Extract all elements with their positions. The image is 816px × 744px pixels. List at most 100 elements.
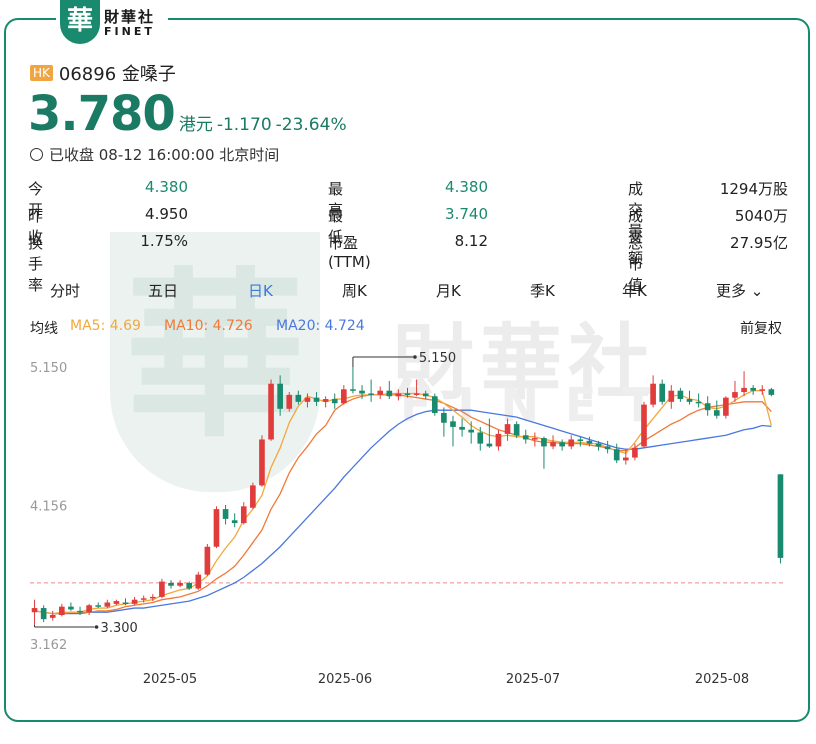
logo-mark: 華	[60, 0, 100, 44]
stat-value: 5040万	[734, 207, 788, 225]
stat-value: 27.95亿	[730, 234, 788, 252]
stat-label: 总市值	[628, 234, 644, 294]
candle-body	[204, 546, 211, 575]
stat-label: 成交额	[628, 207, 644, 267]
candle-body	[695, 401, 702, 404]
low-dot	[94, 625, 99, 629]
high-dot	[413, 355, 417, 359]
stat-label: 昨收	[28, 207, 44, 246]
candle-body	[677, 390, 684, 400]
tab-3[interactable]: 周K	[342, 282, 367, 300]
candle-body	[650, 383, 656, 405]
tab-7[interactable]: 更多 ⌄	[716, 282, 764, 300]
price-change-pct: -23.64%	[275, 115, 347, 135]
candle-body	[313, 397, 320, 402]
stat-label: 最高	[328, 180, 344, 219]
candle-body	[495, 433, 502, 447]
candle-body	[231, 520, 238, 524]
stat-label: 最低	[328, 207, 344, 246]
candle-body	[268, 383, 274, 440]
last-price: 3.780	[28, 86, 176, 142]
stat-value: 8.12	[454, 232, 488, 250]
candle-body	[459, 426, 465, 430]
candle-body	[413, 393, 420, 395]
candle-body	[377, 390, 384, 395]
candle-body	[359, 390, 365, 394]
candle-body	[86, 605, 92, 613]
candle-body	[122, 602, 129, 604]
candle-body	[159, 581, 165, 597]
x-tick-label: 2025-05	[143, 672, 197, 687]
x-tick-label: 2025-08	[695, 672, 749, 687]
candle-body	[277, 383, 283, 409]
candle-body	[577, 439, 584, 441]
stock-code-name: 06896 金嗓子	[58, 64, 176, 85]
adjust-toggle[interactable]: 前复权	[740, 321, 782, 337]
ma5-line	[34, 390, 772, 615]
candle-body	[522, 435, 529, 440]
candle-body	[777, 474, 784, 558]
candle-body	[331, 399, 338, 404]
tab-4[interactable]: 月K	[436, 282, 461, 300]
candle-body	[40, 608, 47, 620]
candle-body	[486, 443, 493, 447]
candle-body	[586, 440, 593, 444]
clock-icon	[30, 148, 43, 161]
tab-6[interactable]: 年K	[622, 282, 647, 300]
candle-body	[368, 393, 374, 395]
stat-label: 今开	[28, 180, 44, 219]
candle-body	[404, 393, 411, 395]
candle-body	[250, 485, 256, 508]
candle-body	[95, 605, 102, 607]
candle-body	[704, 403, 711, 411]
stat-label: 成交量	[628, 180, 644, 240]
candle-body	[541, 438, 547, 447]
high-label: 5.150	[419, 351, 456, 366]
candle-body	[613, 449, 620, 461]
candle-body	[550, 442, 556, 447]
logo-en-text: FINET	[104, 25, 155, 38]
tab-0[interactable]: 分时	[50, 282, 81, 300]
tab-2[interactable]: 日K	[248, 282, 273, 300]
candle-body	[568, 439, 575, 447]
finet-logo: 華 財華社 FINET	[56, 0, 168, 44]
market-badge: HK	[30, 65, 53, 81]
stat-label: 市盈(TTM)	[328, 234, 371, 271]
ma10-legend: MA10: 4.726	[164, 318, 253, 334]
stat-value: 4.380	[145, 178, 188, 196]
candle-body	[395, 393, 402, 397]
candle-body	[49, 615, 56, 618]
candle-body	[741, 387, 747, 393]
candle-body	[659, 383, 666, 402]
stat-label: 换手率	[28, 234, 44, 294]
candle-body	[713, 410, 720, 416]
tab-1[interactable]: 五日	[148, 282, 179, 300]
ma20-legend: MA20: 4.724	[276, 318, 365, 334]
candle-body	[295, 394, 302, 402]
candle-body	[422, 393, 429, 397]
candle-body	[186, 582, 193, 589]
candle-body	[213, 509, 220, 547]
card-frame	[4, 18, 810, 722]
market-status: 已收盘 08-12 16:00:00 北京时间	[30, 144, 279, 165]
candle-body	[177, 582, 183, 586]
candle-body	[31, 608, 38, 613]
candle-body	[149, 596, 156, 599]
stat-value: 3.740	[445, 205, 488, 223]
candle-body	[450, 421, 456, 427]
candle-body	[477, 432, 484, 444]
tab-5[interactable]: 季K	[530, 282, 555, 300]
price-row: 3.780 港元 -1.170 -23.64%	[28, 86, 347, 142]
candle-body	[59, 606, 65, 616]
price-change: -1.170	[216, 115, 272, 135]
candle-body	[559, 442, 565, 447]
candle-body	[668, 390, 675, 402]
candle-body	[759, 389, 766, 391]
period-tabs: 分时 五日 日K 周K 月K 季K 年K 更多 ⌄	[0, 280, 816, 302]
stock-header: HK 06896 金嗓子	[30, 60, 176, 86]
candle-body	[468, 429, 474, 433]
candle-body	[641, 404, 647, 447]
candle-body	[168, 582, 174, 586]
x-tick-label: 2025-06	[318, 672, 372, 687]
